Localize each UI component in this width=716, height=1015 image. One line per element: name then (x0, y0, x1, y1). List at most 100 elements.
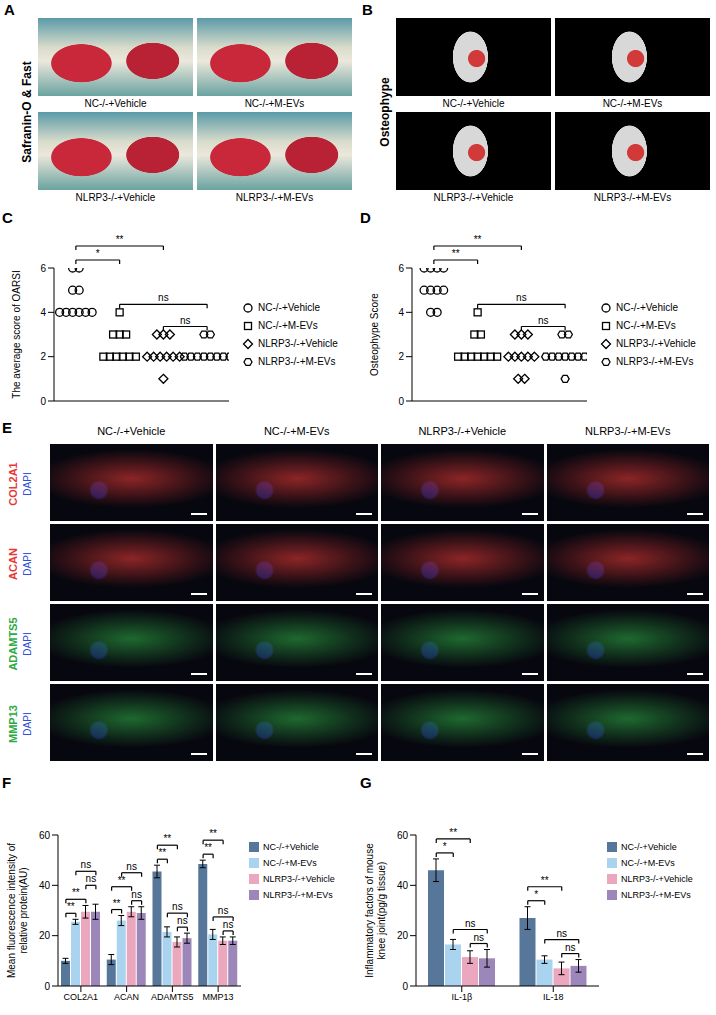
svg-text:IL-1β: IL-1β (451, 992, 472, 1002)
html-text:NLRP3-/-+Vehicle: NLRP3-/-+Vehicle (263, 874, 335, 884)
svg-text:2: 2 (40, 351, 46, 362)
svg-text:**: ** (67, 901, 75, 912)
svg-text:40: 40 (39, 880, 51, 891)
html-text:NC-/-+M-EVs: NC-/-+M-EVs (602, 98, 663, 109)
html-text:NC-/-+M-EVs: NC-/-+M-EVs (244, 98, 305, 109)
html-text:NLRP3-/-+Vehicle: NLRP3-/-+Vehicle (258, 338, 338, 349)
svg-text:**: ** (163, 833, 171, 844)
svg-text:ns: ns (223, 919, 234, 930)
html-text:ADAMTS5: ADAMTS5 (7, 617, 19, 671)
svg-text:COL2A1: COL2A1 (64, 992, 99, 1002)
svg-text:ACAN: ACAN (114, 992, 139, 1002)
svg-text:**: ** (72, 887, 80, 898)
html-text:Osteophype Score: Osteophype Score (369, 293, 380, 376)
html-text:MMP13: MMP13 (7, 705, 19, 743)
html-text:F: F (2, 774, 12, 791)
svg-text:ns: ns (81, 859, 92, 870)
svg-text:**: ** (113, 898, 121, 909)
svg-text:ns: ns (218, 905, 229, 916)
html-text:NC-/-+Vehicle: NC-/-+Vehicle (616, 302, 678, 313)
svg-text:0: 0 (40, 396, 46, 407)
html-text:B: B (362, 1, 373, 18)
svg-text:*: * (443, 841, 447, 852)
svg-text:ns: ns (172, 901, 183, 912)
html-text:NC-/-+Vehicle: NC-/-+Vehicle (263, 842, 319, 852)
html-text:NC-/-+M-EVs: NC-/-+M-EVs (263, 425, 330, 437)
html-text:NLRP3-/-+M-EVs: NLRP3-/-+M-EVs (235, 192, 314, 203)
svg-text:ns: ns (177, 915, 188, 926)
html-text:D: D (360, 209, 371, 226)
svg-text:ns: ns (131, 889, 142, 900)
html-text:NLRP3-/-+Vehicle: NLRP3-/-+Vehicle (433, 192, 514, 203)
html-text:DAPI: DAPI (22, 712, 33, 736)
html-text:COL2A1: COL2A1 (7, 462, 19, 506)
svg-text:ns: ns (86, 873, 97, 884)
html-text:NC-/-+M-EVs: NC-/-+M-EVs (263, 858, 317, 868)
svg-text:20: 20 (39, 930, 51, 941)
svg-text:MMP13: MMP13 (203, 992, 234, 1002)
html-text:NLRP3-/-+M-EVs: NLRP3-/-+M-EVs (263, 890, 333, 900)
html-text:The average score of OARSI: The average score of OARSI (11, 270, 22, 399)
svg-text:0: 0 (402, 981, 408, 992)
svg-text:20: 20 (397, 930, 409, 941)
svg-text:40: 40 (397, 880, 409, 891)
svg-text:**: ** (449, 827, 457, 838)
html-text:NLRP3-/-+Vehicle: NLRP3-/-+Vehicle (616, 338, 696, 349)
html-text:DAPI: DAPI (22, 632, 33, 656)
html-text:DAPI: DAPI (22, 552, 33, 576)
svg-text:4: 4 (40, 307, 46, 318)
html-text:NC-/-+Vehicle: NC-/-+Vehicle (97, 425, 166, 437)
svg-text:IL-18: IL-18 (543, 992, 564, 1002)
html-text:DAPI: DAPI (22, 472, 33, 496)
html-text:NC-/-+M-EVs: NC-/-+M-EVs (258, 320, 318, 331)
html-text:G: G (360, 774, 372, 791)
html-text:NC-/-+Vehicle: NC-/-+Vehicle (442, 98, 505, 109)
html-text:Safranin-O & Fast: Safranin-O & Fast (20, 61, 34, 163)
svg-text:ns: ns (465, 918, 476, 929)
svg-text:**: ** (118, 875, 126, 886)
html-text:Osteophype: Osteophype (378, 77, 392, 147)
html-text:NC-/-+Vehicle: NC-/-+Vehicle (621, 842, 677, 852)
svg-text:**: ** (204, 842, 212, 853)
svg-text:4: 4 (398, 307, 404, 318)
svg-text:ns: ns (158, 292, 169, 303)
svg-text:60: 60 (39, 830, 51, 841)
svg-text:6: 6 (398, 263, 404, 274)
svg-text:**: ** (209, 828, 217, 839)
svg-text:ns: ns (516, 292, 527, 303)
svg-text:0: 0 (44, 981, 50, 992)
svg-text:*: * (96, 248, 100, 259)
svg-text:0: 0 (398, 396, 404, 407)
svg-text:ns: ns (565, 942, 576, 953)
html-text:A: A (4, 1, 15, 18)
html-text:C: C (2, 209, 13, 226)
svg-text:ns: ns (473, 932, 484, 943)
svg-text:ns: ns (126, 861, 137, 872)
html-text:NLRP3-/-+Vehicle: NLRP3-/-+Vehicle (418, 425, 507, 437)
svg-text:**: ** (158, 847, 166, 858)
svg-text:ns: ns (180, 315, 191, 326)
html-text:E: E (2, 419, 12, 436)
svg-text:ns: ns (556, 928, 567, 939)
html-text:NC-/-+Vehicle: NC-/-+Vehicle (84, 98, 147, 109)
svg-text:*: * (534, 889, 538, 900)
svg-text:ns: ns (538, 315, 549, 326)
html-text:Mean fluorescence intensity of: Mean fluorescence intensity of relative … (6, 843, 29, 978)
svg-text:**: ** (452, 248, 460, 259)
html-text:NC-/-+M-EVs: NC-/-+M-EVs (616, 320, 676, 331)
svg-text:**: ** (541, 875, 549, 886)
html-text:NC-/-+Vehicle: NC-/-+Vehicle (258, 302, 320, 313)
html-text:ACAN: ACAN (7, 548, 19, 580)
html-text:NLRP3-/-+M-EVs: NLRP3-/-+M-EVs (616, 356, 694, 367)
svg-text:6: 6 (40, 263, 46, 274)
svg-text:ADAMTS5: ADAMTS5 (151, 992, 194, 1002)
svg-text:60: 60 (397, 830, 409, 841)
html-text:NLRP3-/-+M-EVs: NLRP3-/-+M-EVs (593, 192, 672, 203)
svg-text:**: ** (474, 234, 482, 245)
svg-text:2: 2 (398, 351, 404, 362)
html-text:NLRP3-/-+M-EVs: NLRP3-/-+M-EVs (585, 425, 671, 437)
html-text:NLRP3-/-+Vehicle: NLRP3-/-+Vehicle (75, 192, 156, 203)
svg-text:**: ** (116, 234, 124, 245)
html-text:Inflammatory factors of mouse: Inflammatory factors of mouse knee joint… (364, 843, 387, 978)
html-text:NLRP3-/-+M-EVs: NLRP3-/-+M-EVs (258, 356, 336, 367)
